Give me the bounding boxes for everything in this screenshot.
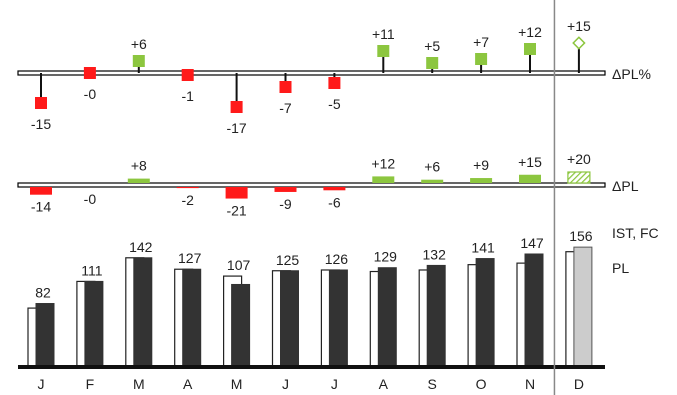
delta-pct-marker [328,77,341,89]
delta-pct-label: +5 [424,38,440,54]
value-label: 82 [35,285,51,301]
delta-pl-label: -14 [31,199,51,215]
actual-bar [280,270,299,367]
x-tick-label: M [231,376,243,392]
delta-pct-label: +12 [518,24,542,40]
actual-bar [426,264,446,367]
value-label: 111 [81,262,102,278]
delta-pl-label: +12 [371,155,395,171]
row-label-plan: PL [612,260,629,276]
delta-pct-marker [230,101,243,113]
delta-pct-marker [475,53,488,65]
value-label: 142 [129,239,153,255]
delta-pct-label: +11 [372,26,395,42]
actual-bar [133,257,153,367]
delta-pct-label: +6 [131,36,147,52]
row-label-delta-pl-pct: ΔPL% [612,66,651,82]
delta-pl-label: +15 [518,154,542,170]
value-label: 147 [520,235,544,251]
x-tick-label: J [38,376,45,392]
delta-pl-bar [421,179,444,183]
delta-pct-label: +7 [473,34,489,50]
delta-pct-label: -17 [226,120,246,136]
x-tick-label: J [331,376,338,392]
x-tick-label: M [133,376,145,392]
actual-bar [84,280,104,367]
delta-pct-marker [377,45,390,57]
delta-pct-label: -1 [181,88,194,104]
actual-bar [377,267,397,367]
delta-pl-label: +8 [131,158,147,174]
value-label: 129 [374,249,398,265]
delta-pl-axis [17,182,606,188]
delta-pl-label: +20 [567,151,591,167]
value-label: 132 [423,246,447,262]
actual-bar [328,269,348,367]
delta-pl-label: -6 [328,194,341,210]
x-tick-label: A [183,376,193,392]
delta-pl-bar-forecast [567,171,591,184]
base-axis [18,365,605,369]
actual-bar [182,268,202,367]
value-label: 107 [227,257,251,273]
actual-bar [231,283,251,367]
delta-pct-marker [83,67,96,79]
delta-pl-label: -21 [226,203,246,219]
x-tick-label: J [282,376,289,392]
forecast-bar [573,246,593,367]
x-tick-label: F [86,376,95,392]
value-label: 141 [471,240,495,256]
delta-pct-marker [35,97,47,109]
delta-pct-label: -5 [328,96,341,112]
delta-pct-axis [17,70,606,76]
delta-pl-bar [127,178,150,183]
value-label: 127 [178,250,202,266]
delta-pct-marker-forecast [572,36,586,50]
actual-bar [475,258,495,367]
x-tick-label: S [428,376,437,392]
actual-bar [524,253,544,367]
delta-pl-label: -9 [279,196,292,212]
x-tick-label: O [476,376,487,392]
actual-bar [35,303,55,367]
row-label-actual-forecast: IST, FC [612,225,659,241]
delta-pl-label: +9 [473,157,489,173]
delta-pl-bar [176,187,199,189]
row-label-delta-pl: ΔPL [612,178,639,194]
delta-pl-label: +6 [424,159,440,175]
delta-pct-label: -15 [31,116,51,132]
x-tick-label: N [525,376,535,392]
x-tick-label: A [379,376,389,392]
value-label: 125 [276,252,300,268]
delta-pl-bar [30,187,52,195]
delta-pct-label: -7 [279,100,292,116]
delta-pct-marker [524,43,536,55]
delta-pl-label: -2 [181,192,194,208]
delta-pct-marker [181,69,194,81]
delta-pl-bar [470,178,493,183]
delta-pl-bar [372,176,395,183]
delta-pl-bar [323,187,346,191]
value-label: 156 [569,228,593,244]
row-labels: ΔPL% ΔPL IST, FC PL [612,66,659,276]
delta-pl-label: -0 [84,191,97,207]
delta-pct-marker [426,57,439,69]
delta-pct-label: +15 [567,18,591,34]
delta-pl-bar [225,187,248,199]
delta-pct-marker [132,55,145,67]
delta-pct-marker [279,81,292,93]
delta-pl-bar [274,187,297,192]
delta-pct-label: -0 [84,86,97,102]
x-tick-label: D [574,376,584,392]
delta-pl-bar [519,174,541,183]
value-label: 126 [325,251,349,267]
